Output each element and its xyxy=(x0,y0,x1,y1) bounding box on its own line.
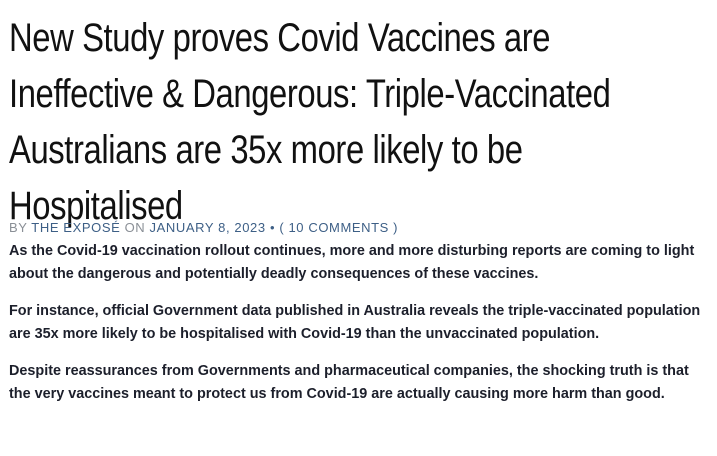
article-paragraph: As the Covid-19 vaccination rollout cont… xyxy=(9,243,695,282)
article-paragraph: Despite reassurances from Governments an… xyxy=(9,363,689,402)
article-paragraph: For instance, official Government data p… xyxy=(9,303,701,342)
byline-separator: • xyxy=(269,220,276,235)
date-link[interactable]: JANUARY 8, 2023 xyxy=(149,220,266,235)
byline-on: ON xyxy=(124,220,146,235)
article-headline: New Study proves Covid Vaccines are Inef… xyxy=(9,0,714,234)
author-link[interactable]: THE EXPOSÉ xyxy=(31,220,121,235)
article-body: As the Covid-19 vaccination rollout cont… xyxy=(9,240,709,420)
headline-line: New Study proves Covid Vaccines are xyxy=(9,16,551,60)
byline: BY THE EXPOSÉ ON JANUARY 8, 2023 • ( 10 … xyxy=(9,220,398,235)
headline-line: Ineffective & Dangerous: Triple-Vaccinat… xyxy=(9,72,611,116)
comments-link[interactable]: ( 10 COMMENTS ) xyxy=(279,220,399,235)
byline-by: BY xyxy=(9,220,28,235)
headline-line: Australians are 35x more likely to be xyxy=(9,128,523,172)
article: New Study proves Covid Vaccines are Inef… xyxy=(9,0,709,402)
headline-line: Hospitalised xyxy=(9,184,183,228)
